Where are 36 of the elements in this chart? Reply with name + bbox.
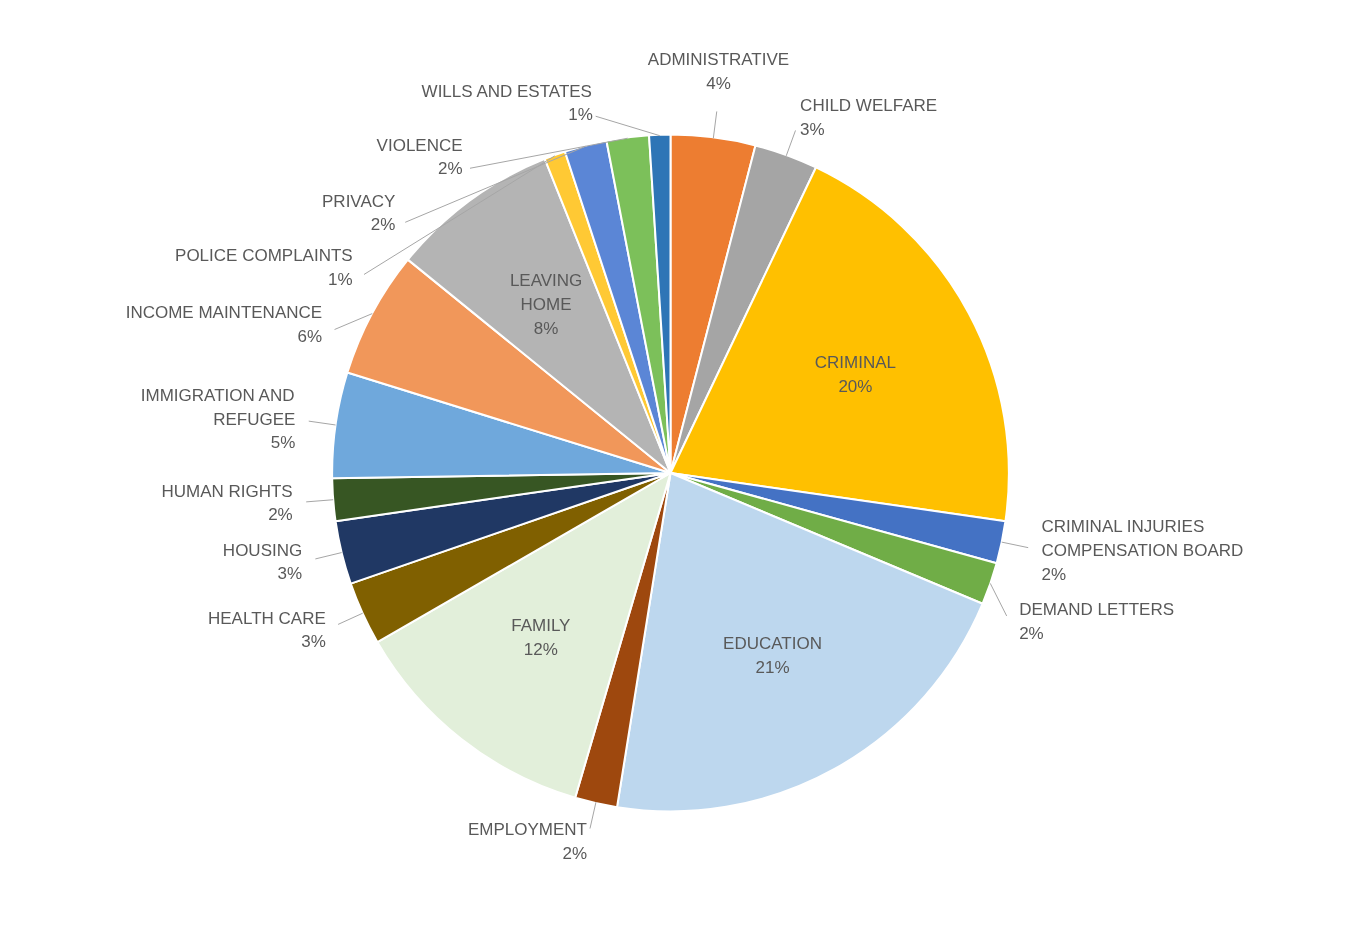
data-label: 20% — [838, 376, 873, 396]
slice-label: EMPLOYMENT — [467, 820, 588, 840]
data-label: 2% — [1041, 564, 1067, 584]
slice-label: CRIMINAL — [814, 352, 897, 372]
data-label: 21% — [755, 658, 790, 678]
slice-label: HUMAN RIGHTS — [161, 481, 293, 501]
data-label: 2% — [370, 215, 396, 235]
data-label: 3% — [800, 120, 825, 140]
data-label: 5% — [270, 433, 296, 453]
data-label: 1% — [328, 269, 353, 289]
slice-label: DEMAND LETTERS — [1019, 599, 1175, 619]
data-label: 8% — [533, 318, 559, 338]
data-label: 2% — [562, 844, 588, 864]
slice-label: CHILD WELFARE — [800, 96, 938, 116]
data-label: 2% — [268, 505, 293, 525]
data-label: 2% — [438, 159, 463, 179]
slice-label: LEAVING HOME — [509, 271, 583, 314]
data-label: 6% — [297, 326, 323, 346]
slice-label: EDUCATION — [723, 634, 822, 654]
data-label: 1% — [568, 105, 593, 125]
slice-label: POLICE COMPLAINTS — [175, 245, 353, 265]
data-label: 2% — [1019, 623, 1044, 643]
slice-label: WILLS AND ESTATES — [421, 81, 592, 101]
data-label: 3% — [301, 632, 326, 652]
slice-label: ADMINISTRATIVE — [647, 50, 790, 70]
data-label: 4% — [706, 74, 731, 94]
slice-label: IMMIGRATION AND REFUGEE — [140, 385, 296, 429]
data-label: 12% — [523, 639, 558, 659]
data-label: 3% — [277, 564, 303, 584]
slice-label: FAMILY — [511, 616, 571, 636]
slice-label: HOUSING — [222, 540, 303, 560]
slice-label: PRIVACY — [322, 191, 396, 211]
slice-label: HEALTH CARE — [208, 608, 326, 628]
slice-label: INCOME MAINTENANCE — [125, 302, 323, 322]
slice-label: VIOLENCE — [376, 135, 463, 155]
slice-label: CRIMINAL INJURIES COMPENSATION BOARD — [1041, 517, 1244, 560]
